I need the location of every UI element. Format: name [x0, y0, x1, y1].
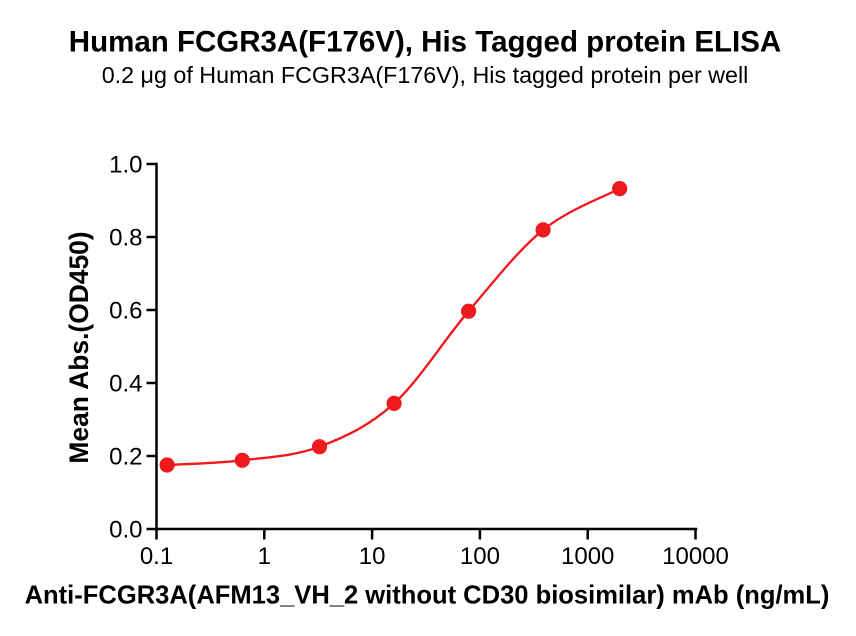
svg-text:Mean Abs.(OD450): Mean Abs.(OD450): [64, 231, 94, 463]
svg-text:0.4: 0.4: [109, 371, 142, 398]
svg-text:1.0: 1.0: [109, 152, 142, 179]
svg-text:100: 100: [460, 543, 500, 570]
svg-text:0.0: 0.0: [109, 517, 142, 544]
svg-text:1000: 1000: [561, 543, 614, 570]
svg-text:0.8: 0.8: [109, 225, 142, 252]
svg-text:0.6: 0.6: [109, 298, 142, 325]
svg-text:Human FCGR3A(F176V), His Tagge: Human FCGR3A(F176V), His Tagged protein …: [69, 26, 781, 59]
svg-text:10: 10: [359, 543, 386, 570]
svg-text:1: 1: [258, 543, 271, 570]
svg-text:Anti-FCGR3A(AFM13_VH_2 without: Anti-FCGR3A(AFM13_VH_2 without CD30 bios…: [25, 582, 830, 610]
svg-text:10000: 10000: [662, 543, 729, 570]
svg-text:0.1: 0.1: [140, 543, 173, 570]
svg-text:0.2 μg of Human FCGR3A(F176V),: 0.2 μg of Human FCGR3A(F176V), His tagge…: [102, 62, 749, 88]
svg-text:0.2: 0.2: [109, 444, 142, 471]
